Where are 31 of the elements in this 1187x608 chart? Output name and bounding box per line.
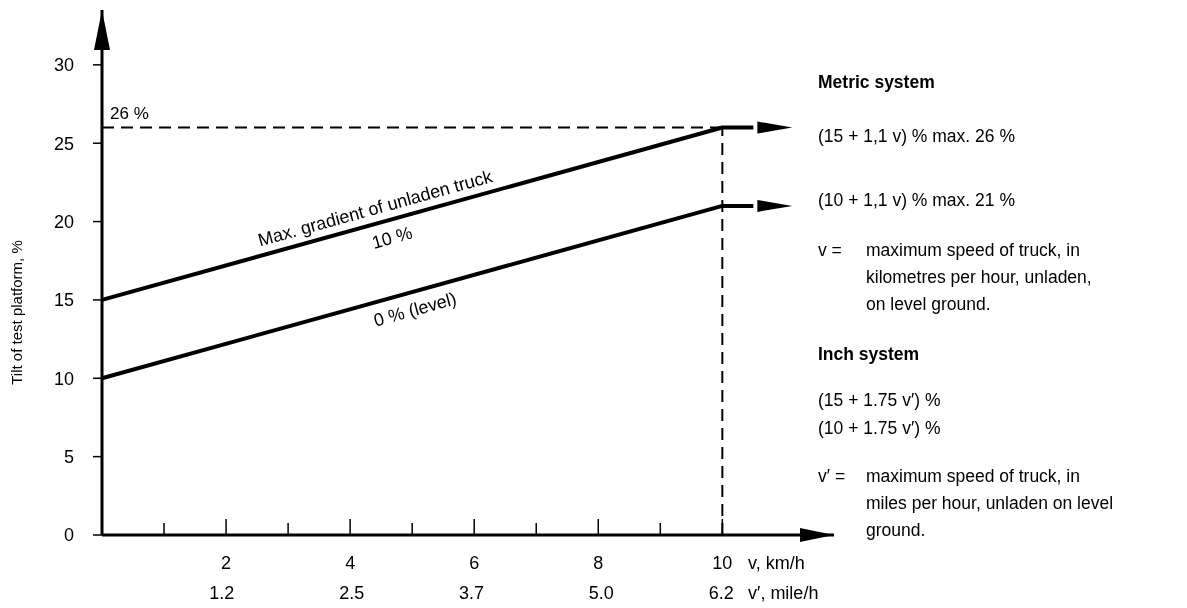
x-tick-label: 2 (221, 553, 232, 573)
annotation: 10 % (369, 222, 415, 253)
x2-tick-label: 2.5 (339, 583, 365, 603)
annotation: Metric system (818, 72, 935, 92)
annotation: Inch system (818, 344, 920, 364)
y-tick-label: 5 (63, 446, 74, 467)
y-tick-label: 10 (53, 368, 74, 389)
annotation: (15 + 1,1 v) % max. 26 % (818, 126, 1015, 146)
y-tick-label: 20 (53, 211, 74, 232)
x-tick-label: 10 (712, 553, 733, 573)
x-tick-label: 4 (345, 553, 356, 573)
x-tick-label: 8 (593, 553, 604, 573)
x2-tick-label: 6.2 (708, 583, 734, 603)
y-tick-label: 0 (63, 525, 74, 546)
text: v = maximum speed of truck, in kilometres per hour, unladen, on level ground. (818, 240, 1092, 314)
x2-tick-label: 5.0 (588, 583, 614, 603)
x2-axis-title: v′, mile/h (748, 583, 819, 603)
y-tick-label: 15 (53, 290, 74, 311)
x2-tick-label: 1.2 (209, 583, 235, 603)
annotation: (10 + 1,1 v) % max. 21 % (818, 190, 1015, 210)
annotation: v′ = maximum speed of truck, in miles per hour, unladen on level ground. (818, 466, 1114, 540)
x-tick-label: 6 (469, 553, 480, 573)
annotation: 0 % (level) (371, 288, 459, 331)
x2-tick-label: 3.7 (458, 583, 485, 603)
y-tick-label: 30 (53, 55, 74, 76)
y-axis-title: Tilt of test platform, % (8, 240, 25, 385)
annotation: (15 + 1.75 v′) % (818, 390, 941, 410)
ref-line-label: 26 % (110, 103, 149, 123)
x-axis-title: v, km/h (748, 553, 805, 573)
annotation: (10 + 1.75 v′) % (818, 418, 941, 438)
y-tick-label: 25 (53, 133, 74, 154)
